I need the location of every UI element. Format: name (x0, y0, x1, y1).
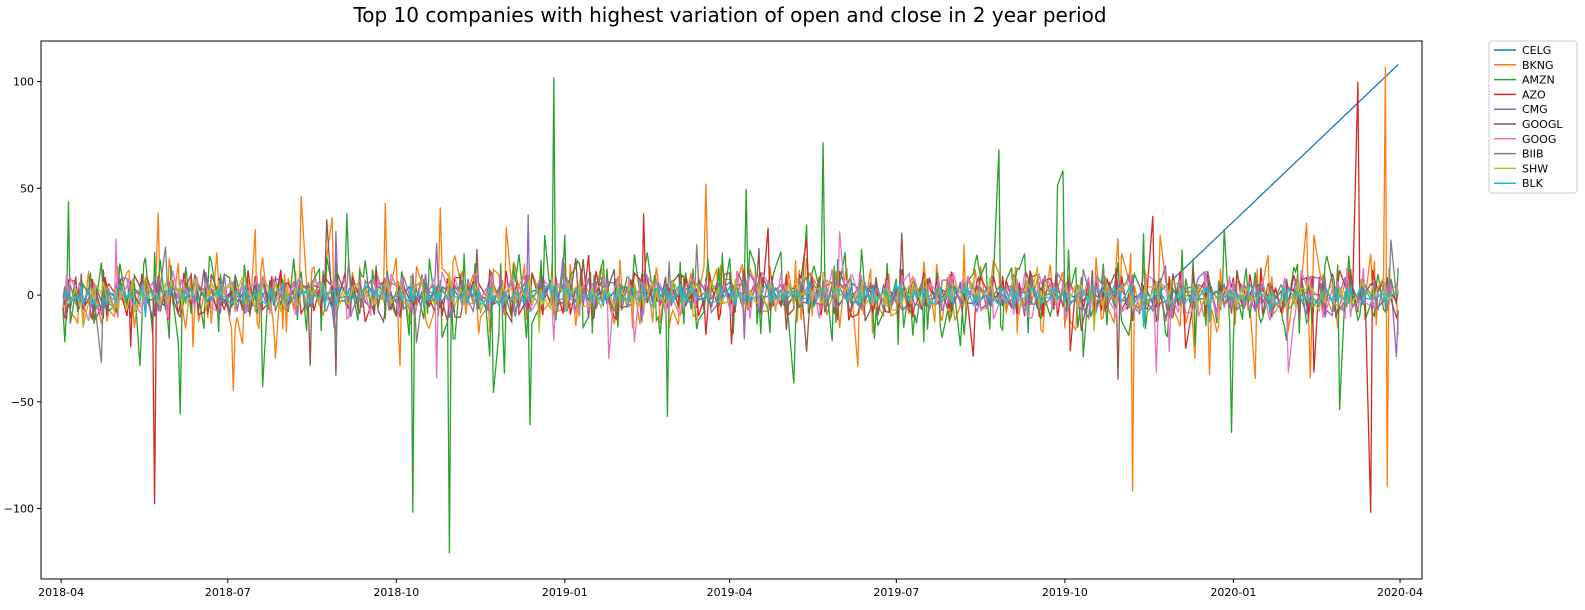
y-tick-label: 0 (27, 289, 34, 302)
series-line-blk (62, 279, 1399, 328)
x-tick-label: 2019-01 (542, 586, 588, 599)
x-tick-label: 2019-07 (873, 586, 919, 599)
y-axis: 100 50 0 −50 −100 (4, 76, 41, 516)
x-tick-label: 2018-04 (38, 586, 84, 599)
x-tick-label: 2019-10 (1042, 586, 1088, 599)
x-tick-label: 2018-07 (205, 586, 251, 599)
series-line-shw (62, 266, 1399, 334)
legend-label: AMZN (1522, 74, 1555, 87)
x-tick-label: 2019-04 (707, 586, 753, 599)
y-tick-label: −100 (4, 503, 34, 516)
legend-label: BLK (1522, 177, 1544, 190)
legend-label: GOOG (1522, 133, 1556, 146)
legend-label: CELG (1522, 44, 1551, 57)
legend-label: BIIB (1522, 148, 1544, 161)
legend-label: BKNG (1522, 59, 1554, 72)
y-tick-label: 50 (20, 182, 34, 195)
x-tick-label: 2020-04 (1377, 586, 1423, 599)
y-tick-label: −50 (11, 396, 34, 409)
x-axis: 2018-04 2018-07 2018-10 2019-01 2019-04 2019-… (38, 579, 1423, 599)
legend-label: CMG (1522, 103, 1548, 116)
legend-label: AZO (1522, 88, 1546, 101)
x-tick-label: 2018-10 (373, 586, 419, 599)
chart-title: Top 10 companies with highest variation … (352, 3, 1106, 27)
plot-frame (40, 40, 1423, 580)
x-tick-label: 2020-01 (1210, 586, 1256, 599)
series-lines (62, 64, 1399, 554)
legend-label: GOOGL (1522, 118, 1563, 131)
legend-label: SHW (1522, 162, 1548, 175)
y-tick-label: 100 (13, 76, 34, 89)
